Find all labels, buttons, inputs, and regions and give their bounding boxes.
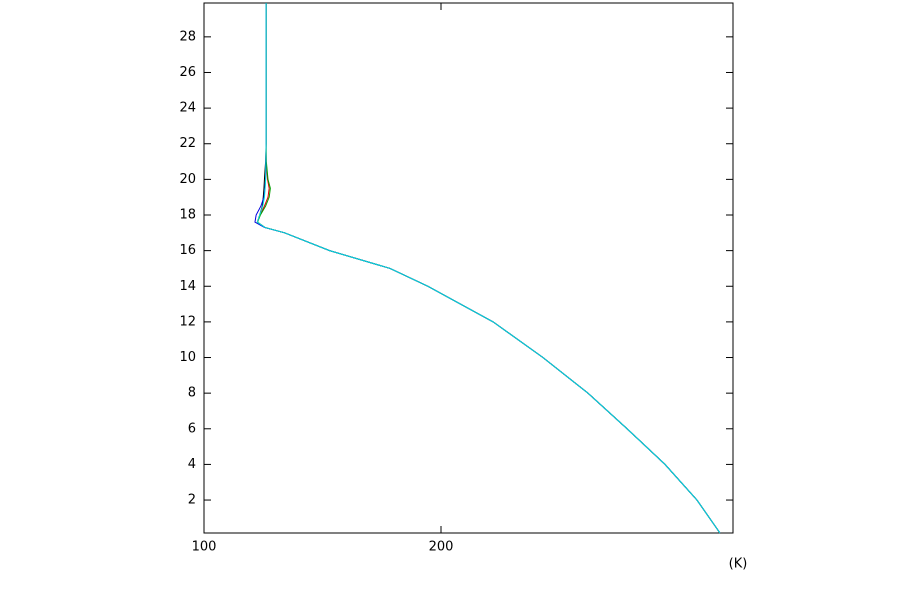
plot-frame	[203, 2, 734, 534]
profile-line	[256, 3, 721, 534]
y-tick-label: 22	[179, 136, 196, 151]
y-tick-label: 4	[188, 457, 196, 472]
profile-line	[254, 3, 721, 534]
y-tick-label: 26	[179, 65, 196, 80]
y-tick-label: 10	[179, 350, 196, 365]
y-tick-label: 2	[188, 493, 196, 508]
y-tick-label: 12	[179, 314, 196, 329]
y-tick-label: 16	[179, 243, 196, 258]
x-tick-label: 200	[429, 540, 454, 555]
profile-line	[256, 3, 721, 534]
x-tick-label: 100	[192, 540, 217, 555]
y-tick-label: 8	[188, 386, 196, 401]
y-tick-label: 28	[179, 29, 196, 44]
x-axis-label: (K)	[729, 557, 748, 572]
y-tick-label: 24	[179, 101, 196, 116]
y-tick-label: 18	[179, 208, 196, 223]
profile-line	[256, 3, 721, 534]
y-tick-label: 14	[179, 279, 196, 294]
profile-line	[256, 3, 721, 534]
y-tick-label: 6	[188, 421, 196, 436]
y-tick-label: 20	[179, 172, 196, 187]
